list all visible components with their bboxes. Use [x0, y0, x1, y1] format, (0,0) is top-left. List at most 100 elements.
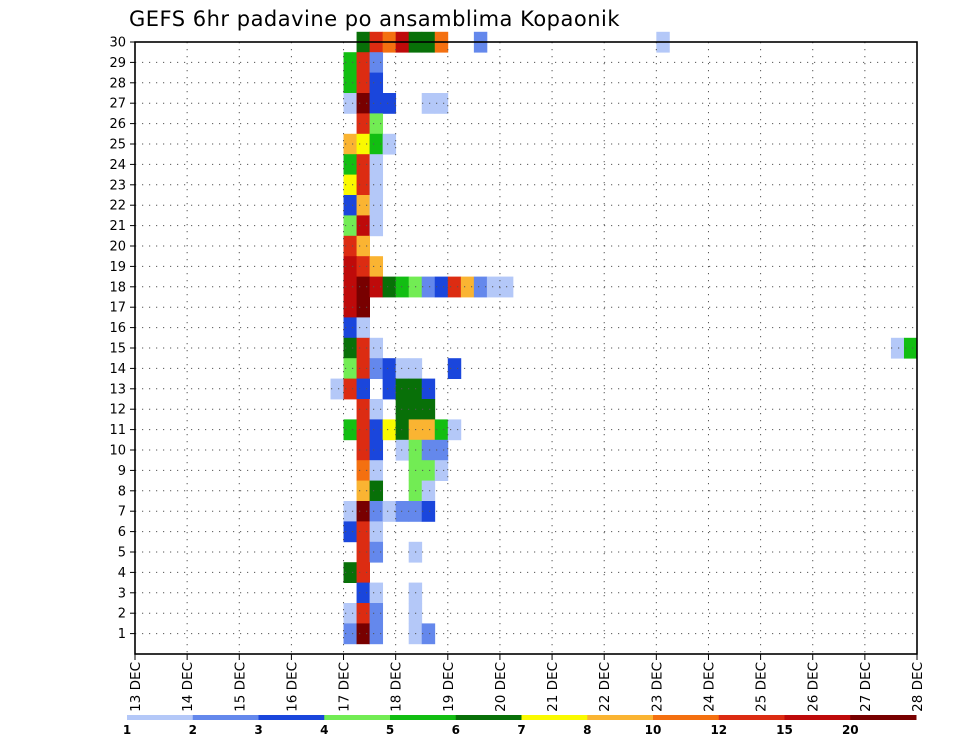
colorbar-label: 6: [452, 723, 460, 737]
heatmap-cell: [356, 603, 370, 624]
heatmap-cell: [356, 623, 370, 645]
colorbar-segment: [784, 715, 851, 720]
heatmap-cell: [356, 195, 370, 216]
heatmap-cell: [369, 501, 384, 522]
y-tick-label: 19: [109, 260, 126, 275]
heatmap-cell: [421, 460, 436, 481]
heatmap-cell: [369, 72, 384, 94]
heatmap-cell: [343, 337, 357, 359]
x-tick-label: 20 DEC: [493, 662, 509, 712]
colorbar-segment: [850, 715, 917, 720]
y-tick-label: 16: [109, 321, 126, 336]
colorbar-label: 2: [189, 723, 197, 737]
y-tick-label: 22: [109, 199, 126, 214]
x-tick-label: 17 DEC: [337, 662, 353, 712]
heatmap-cell: [447, 358, 462, 379]
heatmap-cell: [421, 419, 436, 441]
x-tick-label: 14 DEC: [180, 662, 196, 712]
y-tick-label: 17: [109, 301, 126, 316]
y-tick-label: 29: [109, 56, 126, 71]
heatmap-cell: [382, 93, 397, 114]
heatmap-cell: [356, 378, 370, 400]
heatmap-cell: [434, 419, 449, 441]
x-tick-label: 15 DEC: [232, 662, 248, 712]
heatmap-cell: [356, 113, 370, 135]
heatmap-cell: [343, 235, 357, 257]
heatmap-cell: [343, 154, 357, 175]
heatmap-cell: [369, 623, 384, 645]
heatmap-cell: [434, 93, 449, 114]
heatmap-cell: [356, 358, 370, 379]
colorbar-label: 10: [645, 723, 662, 737]
y-tick-label: 30: [109, 36, 126, 51]
y-tick-label: 13: [109, 382, 126, 397]
heatmap-cell: [382, 378, 397, 400]
heatmap-cell: [369, 215, 384, 237]
y-tick-label: 24: [109, 158, 126, 173]
colorbar-segment: [521, 715, 588, 720]
heatmap-cell: [343, 133, 357, 155]
x-tick-label: 21 DEC: [545, 662, 561, 712]
heatmap-cell: [421, 378, 436, 400]
x-tick-label: 19 DEC: [441, 662, 457, 712]
heatmap-cell: [356, 541, 370, 563]
y-tick-label: 21: [109, 219, 126, 234]
heatmap-cell: [890, 337, 905, 359]
heatmap-cell: [343, 256, 357, 277]
chart-title: GEFS 6hr padavine po ansamblima Kopaonik: [129, 7, 620, 31]
x-axis-ticks: 13 DEC 14 DEC 15 DEC 16 DEC 17 DEC 18 DEC 19 D…: [128, 654, 926, 712]
heatmap-cell: [421, 276, 436, 298]
heatmap-cell: [356, 439, 370, 461]
heatmap-cell: [382, 501, 397, 522]
heatmap-cell: [356, 337, 370, 359]
heatmap-cell: [369, 399, 384, 420]
heatmap-cell: [343, 174, 357, 196]
y-tick-label: 25: [109, 138, 126, 153]
heatmap-cell: [356, 52, 370, 73]
colorbar-label: 5: [386, 723, 394, 737]
heatmap-cell: [369, 439, 384, 461]
y-tick-label: 26: [109, 117, 126, 132]
colorbar-segment: [127, 715, 194, 720]
heatmap-cell: [369, 154, 384, 175]
heatmap-cell: [343, 603, 357, 624]
heatmap-cell: [395, 501, 410, 522]
colorbar-label: 3: [254, 723, 262, 737]
heatmap-cell: [473, 276, 488, 298]
heatmap-cell: [343, 501, 357, 522]
heatmap-cell: [434, 439, 449, 461]
y-axis-ticks: 1234567891011121314151617181920212223242…: [109, 36, 135, 642]
gridlines: [135, 41, 917, 654]
heatmap-cell: [343, 93, 357, 114]
y-tick-label: 18: [109, 280, 126, 295]
heatmap-cell: [356, 133, 370, 155]
colorbar-label: 20: [842, 723, 859, 737]
plot-frame: [134, 41, 918, 655]
colorbar-segment: [324, 715, 391, 720]
heatmap-cell: [421, 623, 436, 645]
heatmap-cell: [343, 521, 357, 543]
colorbar-segment: [587, 715, 654, 720]
heatmap-cell: [356, 174, 370, 196]
heatmap-cell: [369, 358, 384, 379]
heatmap-cell: [369, 276, 384, 298]
heatmap-cell: [330, 378, 344, 400]
heatmap-cell: [434, 276, 449, 298]
x-tick-label: 26 DEC: [806, 662, 822, 712]
colorbar-label: 1: [123, 723, 131, 737]
heatmap-cell: [343, 297, 357, 318]
heatmap-cell: [356, 480, 370, 502]
heatmap-cell: [356, 256, 370, 277]
colorbar-label: 8: [583, 723, 591, 737]
heatmap-cell: [903, 337, 918, 359]
x-tick-label: 28 DEC: [910, 662, 926, 712]
y-tick-label: 15: [109, 342, 126, 357]
heatmap-cell: [343, 378, 357, 400]
y-tick-label: 7: [118, 505, 126, 520]
x-tick-label: 13 DEC: [128, 662, 144, 712]
heatmap-cell: [369, 256, 384, 277]
heatmap-cell: [421, 501, 436, 522]
y-tick-label: 11: [109, 423, 126, 438]
heatmap-cell: [356, 72, 370, 94]
